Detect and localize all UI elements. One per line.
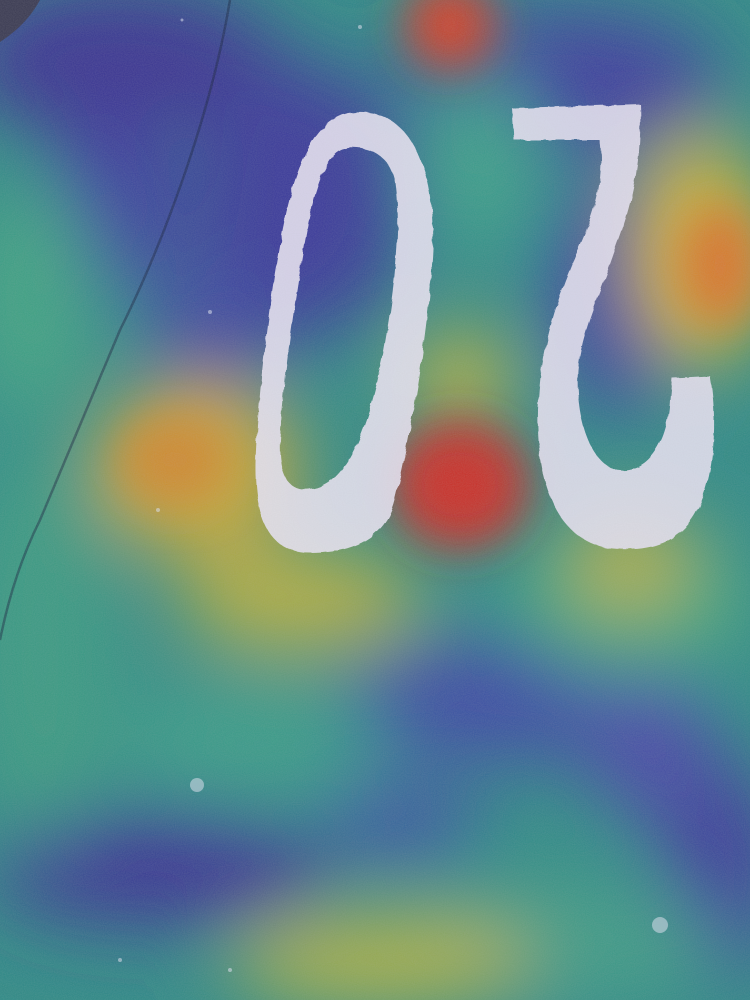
heatmap-photo [0,0,750,1000]
photo-scene: 20 [0,0,750,1000]
texture-grain [0,0,750,1000]
